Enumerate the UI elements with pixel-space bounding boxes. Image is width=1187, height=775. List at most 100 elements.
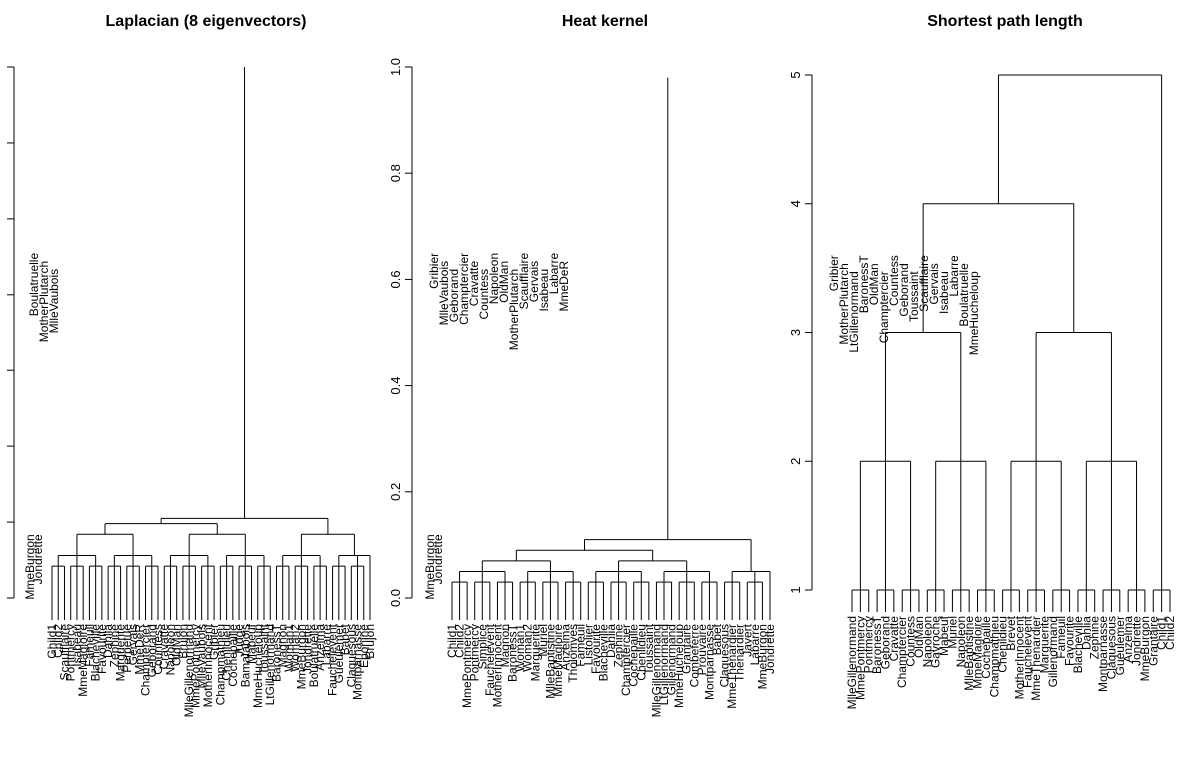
leaf-label: Fauchelevent [326, 623, 340, 696]
leaf-label: MlleBaptistine [962, 616, 976, 691]
laplacian-title: Laplacian (8 eigenvectors) [106, 13, 307, 30]
leaf-label: MlleVaubois [195, 624, 209, 688]
leaf-label: MlleGillenormand [649, 624, 663, 717]
leaf-label: MmeHucheloup [672, 624, 686, 708]
leaf-label: Zephine [107, 624, 121, 668]
leaf-label: Toussaint [642, 623, 656, 674]
leaf-label: MlleBaptistine [543, 624, 557, 699]
upper-leaf-label: Gribier [427, 253, 441, 289]
leaf-label: Chenildieu [220, 624, 234, 681]
leaf-label: MotherInnocent [1012, 615, 1026, 699]
upper-leaf-label: Countess [477, 269, 491, 320]
leaf-label: Judge [232, 624, 246, 657]
leaf-label: MmeThenardier [725, 624, 739, 709]
leaf-label: Labarre [748, 624, 762, 666]
y-tick-label: 1 [788, 586, 803, 593]
leaf-label: Montparnasse [702, 624, 716, 700]
leaf-label: Dahlia [101, 624, 115, 658]
y-tick-label: 2 [788, 458, 803, 465]
upper-leaf-label: Napoleon [487, 253, 501, 304]
leaf-label: Brevet [1004, 615, 1018, 650]
leaf-label: Cravatte [887, 616, 901, 662]
laplacian-y-axis [7, 66, 15, 599]
laplacian-panel: Laplacian (8 eigenvectors) Ghild1Child2S… [7, 13, 377, 717]
leaf-label: MmeMagloire [971, 616, 985, 689]
upper-leaf-label: Boulatruelle [27, 253, 41, 317]
leaf-label: Claquesous [718, 624, 732, 687]
leaf-label: Woman2 [521, 624, 535, 672]
leaf-label: Child1 [445, 624, 459, 658]
leaf-label: Montparnasse [1096, 616, 1110, 692]
upper-leaf-label: Champtercier [457, 253, 471, 325]
leaf-label: Gueulemer [332, 624, 346, 683]
leaf-label: Champtercier [619, 624, 633, 696]
heat-kernel-tree [451, 77, 771, 620]
leaf-label: MmePontmercy [188, 624, 202, 708]
upper-leaf-label: Toussaint [907, 271, 921, 322]
leaf-label: Napoleon [920, 616, 934, 667]
leaf-label: Anzelma [559, 624, 573, 671]
leaf-label: Bamatabois [238, 624, 252, 687]
leaf-label: Babet [338, 623, 352, 655]
leaf-label: Jondrette [1130, 616, 1144, 666]
leaf-label: Boulatruelle [307, 624, 321, 688]
leaf-label: Ghild1 [45, 624, 59, 659]
leaf-label: Woman2 [288, 624, 302, 672]
leaf-label: Mabeuf [245, 623, 259, 664]
leaf-label: MlleGillenormand [845, 616, 859, 709]
leaf-label: Montparnasse [351, 624, 365, 700]
leaf-label: MotherInnocent [490, 623, 504, 707]
shortest-path-panel: Shortest path length 1 2 3 4 5 MlleGillenorm… [788, 13, 1177, 709]
leaf-label: Prouvaire [695, 624, 709, 676]
upper-leaf-label: MmeDeR [557, 261, 571, 312]
leaf-label: MmeHucheloup [251, 624, 265, 708]
leaf-label: Pontmercy [64, 624, 78, 681]
leaf-label: Gillenormand [1046, 616, 1060, 687]
leaf-label: OldMan [912, 616, 926, 658]
upper-leaf-label: Gervais [527, 261, 541, 302]
leaf-label: Woman1 [513, 624, 527, 672]
isolated-leaf-label: MmeBurgon [23, 534, 37, 599]
leaf-label: Gervais [126, 624, 140, 665]
leaf-label: Champmathieu [213, 624, 227, 705]
leaf-label: LtGillenormand [657, 624, 671, 705]
upper-leaf-label: MlleVaubois [437, 261, 451, 325]
leaf-label: MlleGillenormand [182, 624, 196, 717]
isolated-leaf-label: Jondrette [431, 534, 445, 584]
leaf-label: MmeThenardier [1029, 616, 1043, 701]
leaf-label: Countess [151, 624, 165, 675]
leaf-label: Cochepaille [226, 624, 240, 687]
leaf-label: Zephine [1088, 616, 1102, 660]
leaf-label: Marguerite [1037, 616, 1051, 674]
upper-leaf-label: Isabeau [537, 269, 551, 312]
leaf-label: Pontmercy [862, 616, 876, 673]
heat-kernel-leaf-labels: Child1Child2MmePontmercyPontmercySimplic… [423, 253, 777, 718]
leaf-label: Geborand [145, 624, 159, 677]
heat-kernel-y-axis: 0.0 0.2 0.4 0.6 0.8 1.0 [388, 58, 413, 607]
leaf-label: Jondrette [301, 624, 315, 674]
leaf-label: Napoleon [954, 616, 968, 667]
leaf-label: Marguerite [114, 624, 128, 682]
leaf-label: Anzelma [1121, 616, 1135, 663]
leaf-label: Labarre [319, 624, 333, 666]
leaf-label: Blacheville [89, 624, 103, 682]
upper-leaf-label: MmeHucheloup [967, 271, 981, 355]
upper-leaf-label: MotherPlutarch [507, 269, 521, 350]
leaf-label: Thenardier [733, 624, 747, 682]
leaf-label: Gueulemer [1113, 616, 1127, 675]
y-tick-label: 0.0 [388, 589, 403, 607]
y-tick-label: 0.8 [388, 164, 403, 182]
laplacian-tree [51, 67, 371, 620]
leaf-label: MmePontmercy [853, 616, 867, 700]
leaf-label: Child2 [51, 624, 65, 658]
leaf-label: Napoleon [163, 624, 177, 675]
leaf-label: Grantaire [680, 624, 694, 674]
leaf-label: MmeBurgon [294, 624, 308, 689]
leaf-label: OldMan [170, 624, 184, 666]
upper-leaf-label: Countess [887, 255, 901, 306]
leaf-label: Favourite [95, 624, 109, 674]
leaf-label: Chenildieu [996, 616, 1010, 673]
leaf-label: Grantaire [1146, 616, 1160, 666]
leaf-label: Fauchelevent [483, 623, 497, 696]
leaf-label: Magnon [276, 624, 290, 667]
